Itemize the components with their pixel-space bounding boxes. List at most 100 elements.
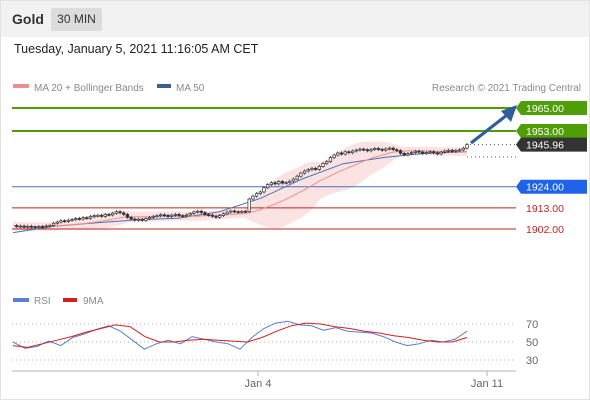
- candle-body: [184, 214, 189, 217]
- candle-body: [461, 147, 465, 151]
- level-tag-1965.00: 1965.00: [516, 101, 587, 115]
- candle-body: [358, 148, 362, 151]
- candle-body: [203, 212, 207, 215]
- candle-body: [162, 214, 166, 217]
- level-tag-1902.00-text: 1902.00: [526, 224, 564, 236]
- candle-body: [243, 210, 248, 213]
- candle: [63, 219, 67, 223]
- rsi-legend-swatch: [13, 298, 29, 302]
- candle-body: [151, 215, 155, 218]
- candle: [236, 210, 240, 214]
- candle-body: [15, 225, 19, 228]
- forecast-arrowhead: [501, 105, 517, 122]
- candle-body: [299, 172, 303, 177]
- candle: [140, 217, 144, 222]
- candle-body: [376, 148, 381, 150]
- forecast-arrow-shaft: [470, 113, 508, 145]
- candle: [162, 213, 166, 217]
- x-tick-label: Jan 4: [245, 378, 272, 390]
- candle-body: [195, 210, 200, 213]
- candle: [166, 213, 170, 219]
- candle: [291, 177, 296, 183]
- candle: [33, 225, 37, 229]
- candle-body: [173, 214, 178, 216]
- candle: [457, 148, 462, 152]
- candle: [350, 149, 355, 155]
- candle-body: [291, 178, 296, 182]
- candle-body: [33, 226, 37, 229]
- candle: [129, 215, 133, 221]
- candle: [243, 209, 248, 214]
- candle-body: [155, 215, 159, 218]
- candle: [151, 214, 155, 220]
- candle: [59, 219, 63, 224]
- candle: [277, 180, 281, 186]
- candle-body: [181, 215, 185, 217]
- candle: [188, 211, 192, 217]
- candle-body: [280, 181, 285, 184]
- candle-body: [277, 181, 281, 185]
- candle: [413, 149, 417, 155]
- candle-body: [114, 211, 118, 214]
- candle-body: [465, 144, 469, 149]
- timeframe-badge[interactable]: 30 MIN: [51, 8, 102, 31]
- candle-body: [192, 211, 196, 214]
- candle: [206, 213, 211, 217]
- candle: [387, 146, 392, 151]
- rsi-ma-legend-label: 9MA: [83, 296, 104, 307]
- instrument-title: Gold: [12, 11, 44, 27]
- level-tag-1953.00-text: 1953.00: [526, 126, 564, 138]
- candle: [29, 224, 34, 229]
- candle-body: [85, 217, 89, 220]
- candle-body: [247, 198, 251, 212]
- rsi-tick-70: 70: [526, 319, 538, 331]
- chart-legend: MA 20 + Bollinger Bands MA 50 Research ©…: [13, 83, 581, 94]
- candle-body: [387, 147, 392, 150]
- candle: [266, 183, 270, 190]
- source-credit: Research © 2021 Trading Central: [432, 83, 581, 94]
- candle-body: [66, 219, 71, 222]
- candle-body: [63, 220, 67, 223]
- candle-body: [99, 215, 104, 217]
- candle-body: [406, 153, 410, 156]
- candle: [299, 171, 303, 178]
- candle: [81, 216, 85, 221]
- candle-body: [328, 157, 333, 162]
- candle-body: [229, 210, 233, 213]
- candle: [107, 212, 111, 217]
- candle-body: [428, 151, 432, 154]
- candle-body: [236, 211, 240, 214]
- candle-body: [362, 148, 366, 151]
- candle: [218, 214, 222, 219]
- candle-body: [343, 151, 347, 155]
- candle-body: [373, 148, 377, 150]
- candle-body: [147, 217, 152, 219]
- candle: [421, 150, 425, 155]
- bollinger-band-fill: [13, 141, 467, 231]
- candle-body: [111, 212, 115, 216]
- candle-body: [421, 151, 425, 154]
- candle-body: [454, 150, 458, 152]
- candle-body: [122, 212, 126, 215]
- candle: [417, 149, 421, 154]
- candle-body: [262, 187, 266, 193]
- candle-body: [350, 150, 355, 154]
- candle-body: [384, 148, 388, 151]
- candle: [325, 160, 329, 166]
- candle-body: [317, 166, 322, 170]
- candle-body: [221, 213, 226, 216]
- candle-body: [284, 182, 288, 184]
- candle-body: [18, 225, 23, 228]
- candle: [343, 150, 347, 156]
- candle-body: [332, 154, 336, 158]
- level-tag-1913.00: 1913.00: [526, 203, 564, 215]
- candle: [133, 217, 137, 222]
- candle-body: [354, 149, 358, 152]
- candlesticks: [15, 143, 469, 229]
- candle-body: [240, 210, 244, 213]
- level-tag-1953.00: 1953.00: [516, 124, 587, 139]
- candle-body: [273, 182, 277, 185]
- candle: [424, 151, 429, 155]
